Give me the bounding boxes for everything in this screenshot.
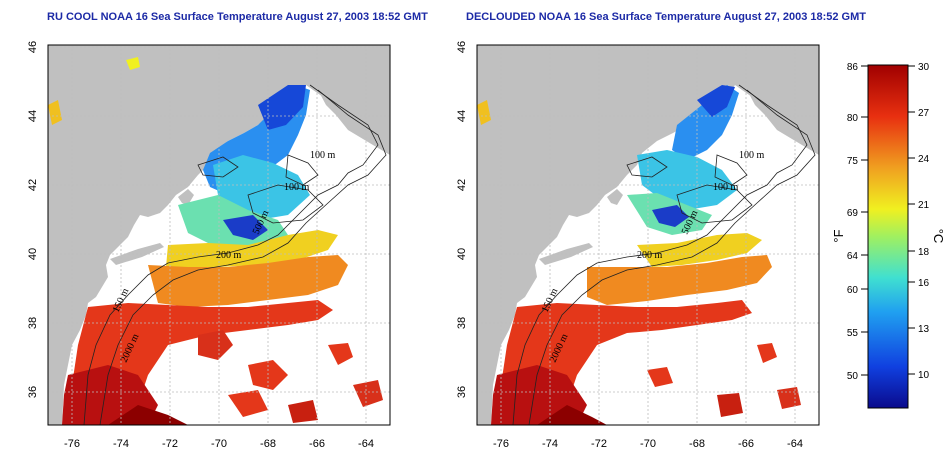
c-tick-label: 18 (918, 247, 930, 258)
y-tick-label: 36 (27, 386, 39, 398)
x-tick-label: -70 (211, 438, 227, 450)
contour-label-100m-b: 100 m (284, 182, 310, 193)
x-tick-label: -66 (309, 438, 325, 450)
x-tick-label: -66 (738, 438, 754, 450)
left-map-panel: 100 m 100 m 200 m 500 m 150 m 2000 m (47, 44, 391, 426)
left-y-axis: 46 44 42 40 38 36 (27, 41, 39, 398)
x-tick-label: -72 (591, 438, 607, 450)
sst-field (477, 85, 801, 425)
y-tick-label: 40 (456, 248, 468, 260)
y-tick-label: 46 (456, 41, 468, 53)
f-tick-label: 86 (847, 62, 859, 73)
right-map-panel: 100 m 100 m 200 m 500 m 150 m 2000 m (476, 44, 820, 426)
x-tick-label: -74 (542, 438, 558, 450)
c-tick-label: 24 (918, 154, 930, 165)
contour-label-100m-a: 100 m (739, 150, 765, 161)
f-tick-label: 50 (847, 371, 859, 382)
colorbar-gradient (867, 64, 909, 409)
x-tick-label: -64 (787, 438, 803, 450)
left-map-frame (47, 44, 391, 426)
celsius-unit: °C (931, 229, 946, 244)
c-tick-label: 21 (918, 200, 930, 211)
y-tick-label: 44 (27, 110, 39, 122)
y-tick-label: 44 (456, 110, 468, 122)
temperature-colorbar: 86 80 75 69 64 60 55 50 °F 30 27 (831, 62, 946, 409)
x-tick-label: -64 (358, 438, 374, 450)
x-tick-label: -72 (162, 438, 178, 450)
contour-label-100m-b: 100 m (713, 182, 739, 193)
fahrenheit-scale: 86 80 75 69 64 60 55 50 °F (831, 62, 868, 382)
x-tick-label: -74 (113, 438, 129, 450)
bathymetry-contours (512, 84, 816, 426)
c-tick-label: 30 (918, 62, 930, 73)
right-map-frame (476, 44, 820, 426)
contour-label-200m: 200 m (637, 250, 663, 261)
x-tick-label: -76 (64, 438, 80, 450)
y-tick-label: 42 (456, 179, 468, 191)
c-tick-label: 13 (918, 324, 930, 335)
c-tick-label: 10 (918, 370, 930, 381)
f-tick-label: 80 (847, 113, 859, 124)
lat-lon-grid (48, 45, 390, 425)
contour-label-200m: 200 m (216, 250, 242, 261)
right-y-axis: 46 44 42 40 38 36 (456, 41, 468, 398)
y-tick-label: 38 (27, 317, 39, 329)
x-tick-label: -70 (640, 438, 656, 450)
y-tick-label: 40 (27, 248, 39, 260)
y-tick-label: 46 (27, 41, 39, 53)
f-tick-label: 69 (847, 208, 859, 219)
c-tick-label: 16 (918, 278, 930, 289)
bathymetry-contours (83, 84, 387, 426)
y-tick-label: 36 (456, 386, 468, 398)
contour-label-100m-a: 100 m (310, 150, 336, 161)
left-panel-title: RU COOL NOAA 16 Sea Surface Temperature … (47, 11, 428, 23)
fahrenheit-unit: °F (831, 229, 846, 242)
y-tick-label: 38 (456, 317, 468, 329)
f-tick-label: 60 (847, 285, 859, 296)
x-tick-label: -68 (689, 438, 705, 450)
right-x-axis: -76 -74 -72 -70 -68 -66 -64 (493, 438, 803, 450)
left-x-axis: -76 -74 -72 -70 -68 -66 -64 (64, 438, 374, 450)
f-tick-label: 64 (847, 251, 859, 262)
celsius-scale: 30 27 24 21 18 16 13 10 °C (908, 62, 946, 381)
right-panel-title: DECLOUDED NOAA 16 Sea Surface Temperatur… (466, 11, 866, 23)
x-tick-label: -68 (260, 438, 276, 450)
y-tick-label: 42 (27, 179, 39, 191)
x-tick-label: -76 (493, 438, 509, 450)
f-tick-label: 75 (847, 156, 859, 167)
c-tick-label: 27 (918, 108, 930, 119)
f-tick-label: 55 (847, 328, 859, 339)
sst-field (48, 57, 383, 425)
